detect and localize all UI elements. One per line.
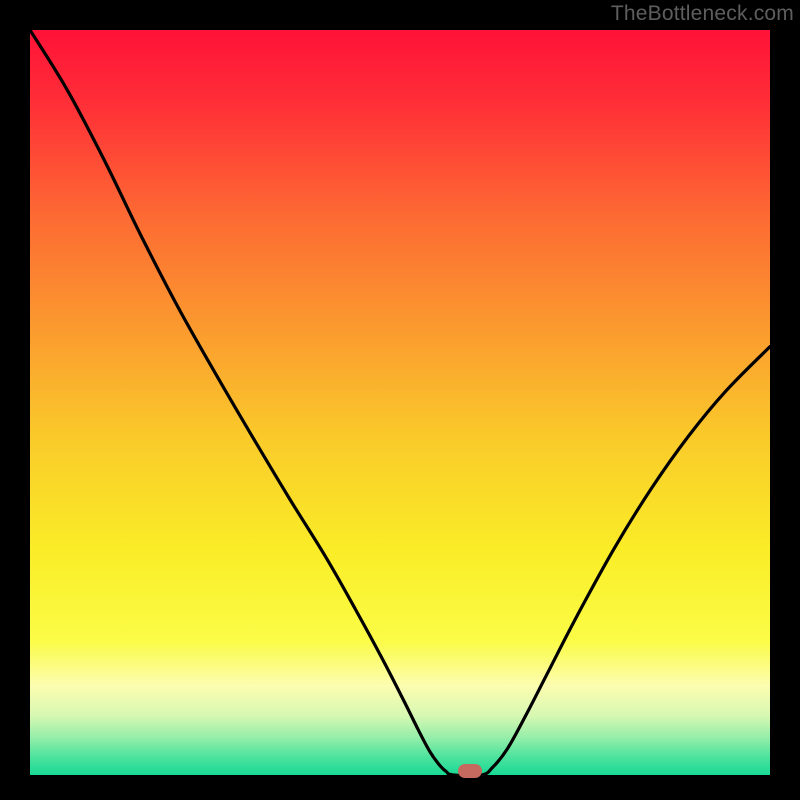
minimum-marker	[458, 764, 482, 778]
bottleneck-curve	[30, 30, 770, 775]
watermark-text: TheBottleneck.com	[611, 2, 794, 26]
chart-root: { "watermark": { "text": "TheBottleneck.…	[0, 0, 800, 800]
plot-area	[30, 30, 770, 775]
